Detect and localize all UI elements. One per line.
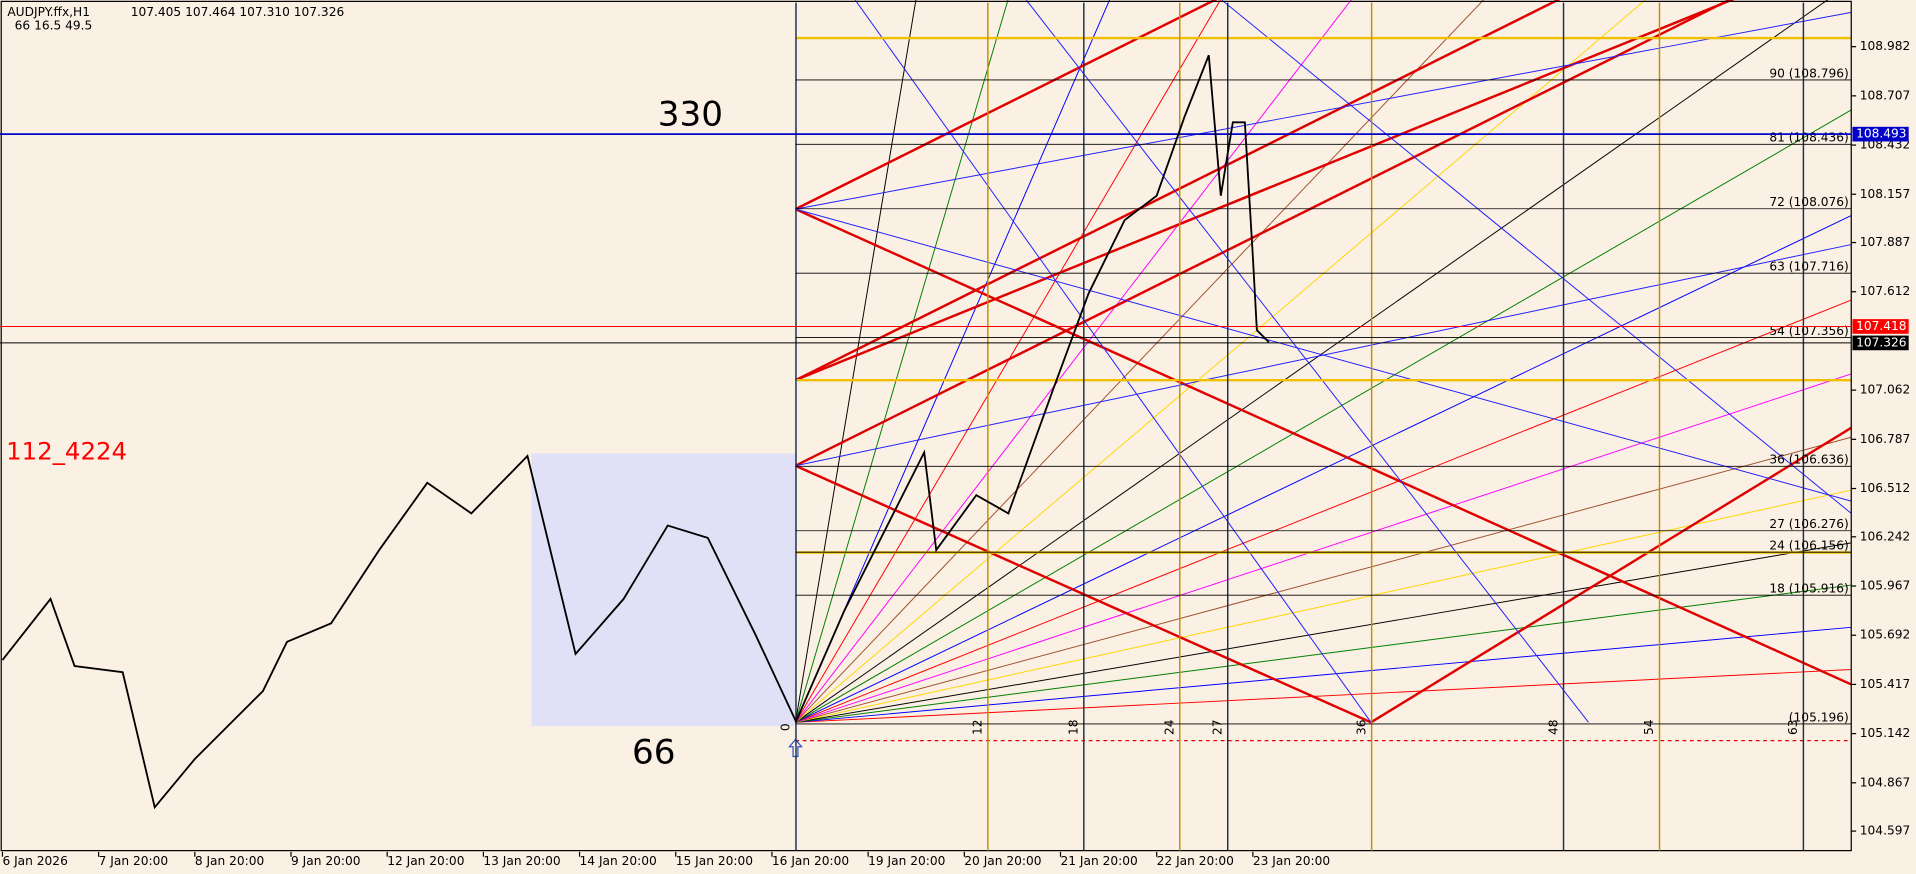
- x-tick-label: 15 Jan 20:00: [676, 854, 753, 868]
- fan-line: [795, 0, 1647, 723]
- x-tick-label: 9 Jan 20:00: [291, 854, 361, 868]
- price-box: [1852, 335, 1909, 351]
- red-gann-line: [794, 0, 1218, 211]
- ohlc: 107.405 107.464 107.310 107.326: [131, 5, 345, 19]
- plot-frame: [0, 0, 1852, 852]
- fan-line: [795, 0, 1352, 723]
- x-tick-label: 8 Jan 20:00: [195, 854, 265, 868]
- fan-line: [795, 626, 1852, 723]
- time-label: 27: [1210, 719, 1224, 735]
- blue-gann-line: [1221, 0, 1852, 514]
- x-tick-label: 19 Jan 20:00: [868, 854, 945, 868]
- gann-level-label: 72 (108.076): [1769, 195, 1848, 209]
- y-tick-label: 108.707: [1860, 88, 1910, 102]
- gann-level-label: 27 (106.276): [1769, 517, 1848, 531]
- y-tick-label: 105.967: [1860, 579, 1910, 593]
- fan-line: [795, 584, 1852, 723]
- red-gann-line: [1370, 426, 1852, 724]
- y-tick-label: 106.787: [1860, 432, 1910, 446]
- fan-line: [795, 0, 1111, 723]
- time-label: 36: [1354, 719, 1368, 735]
- y-tick-label: 107.062: [1860, 383, 1910, 397]
- y-tick-label: 107.612: [1860, 284, 1910, 298]
- fan-line: [795, 0, 1829, 723]
- x-tick-label: 12 Jan 20:00: [387, 854, 464, 868]
- price-box-label: 108.493: [1856, 127, 1906, 141]
- price-line-series: [1, 54, 1270, 810]
- gann-level-label: 63 (107.716): [1769, 260, 1848, 274]
- price-box: [1852, 319, 1909, 334]
- fan-line: [795, 489, 1852, 723]
- gann-level-label: 81 (108.436): [1769, 131, 1848, 145]
- y-tick-label: 106.512: [1860, 481, 1910, 495]
- annotation: 66: [632, 733, 676, 773]
- fan-line: [795, 542, 1852, 723]
- highlight-box: [531, 453, 796, 726]
- y-tick-label: 105.692: [1860, 628, 1910, 642]
- time-label: 63: [1786, 719, 1800, 735]
- gann-level-label: (105.196): [1789, 710, 1849, 724]
- gann-level-label: 18 (105.916): [1769, 582, 1848, 596]
- time-label: 18: [1067, 719, 1081, 735]
- y-tick-label: 105.417: [1860, 677, 1910, 691]
- blue-gann-line: [795, 11, 1852, 210]
- x-tick-label: 16 Jan 20:00: [772, 854, 849, 868]
- blue-gann-line: [854, 0, 1372, 723]
- annotation: 112_4224: [6, 436, 127, 465]
- fan-line: [795, 0, 1221, 723]
- time-label: 0: [779, 723, 793, 731]
- fan-line: [795, 109, 1852, 723]
- red-gann-line: [794, 0, 1561, 382]
- red-gann-line: [795, 0, 1735, 382]
- x-tick-label: 13 Jan 20:00: [483, 854, 560, 868]
- blue-gann-line: [795, 244, 1852, 467]
- red-gann-line: [794, 207, 1852, 686]
- x-tick-label: 14 Jan 20:00: [580, 854, 657, 868]
- x-tick-label: 7 Jan 20:00: [99, 854, 169, 868]
- x-tick-label: 21 Jan 20:00: [1060, 854, 1137, 868]
- fan-line: [795, 669, 1852, 723]
- y-tick-label: 104.867: [1860, 775, 1910, 789]
- price-box-label: 107.326: [1856, 335, 1906, 349]
- y-tick-label: 107.887: [1860, 235, 1910, 249]
- gann-level-label: 90 (108.796): [1769, 66, 1848, 80]
- fan-line: [795, 0, 1485, 723]
- x-tick-label: 23 Jan 20:00: [1253, 854, 1330, 868]
- y-tick-label: 105.142: [1860, 726, 1910, 740]
- annotation: 330: [658, 95, 723, 135]
- y-tick-label: 106.242: [1860, 529, 1910, 543]
- x-tick-label: 6 Jan 2026: [2, 854, 67, 868]
- x-tick-label: 20 Jan 20:00: [964, 854, 1041, 868]
- time-label: 54: [1642, 719, 1656, 735]
- symbol: AUDJPY.ffx,H1: [7, 5, 90, 19]
- fan-line: [795, 0, 1009, 723]
- gann-level-label: 24 (106.156): [1769, 539, 1848, 553]
- price-box-label: 107.418: [1856, 319, 1906, 333]
- time-label: 24: [1162, 719, 1176, 735]
- fan-line: [795, 373, 1852, 723]
- indicator-values: 66 16.5 49.5: [15, 18, 93, 32]
- x-tick-label: 22 Jan 20:00: [1157, 854, 1234, 868]
- y-tick-label: 108.982: [1860, 39, 1910, 53]
- red-gann-line: [794, 0, 1732, 467]
- y-tick-label: 104.597: [1860, 824, 1910, 838]
- y-tick-label: 108.157: [1860, 187, 1910, 201]
- gann-level-label: 36 (106.636): [1769, 453, 1848, 467]
- time-label: 12: [971, 719, 985, 735]
- time-label: 48: [1546, 719, 1560, 735]
- fan-line: [795, 436, 1852, 723]
- fan-line: [795, 215, 1852, 723]
- price-box: [1852, 126, 1909, 142]
- blue-gann-line: [1026, 0, 1589, 723]
- gann-level-label: 54 (107.356): [1769, 324, 1848, 338]
